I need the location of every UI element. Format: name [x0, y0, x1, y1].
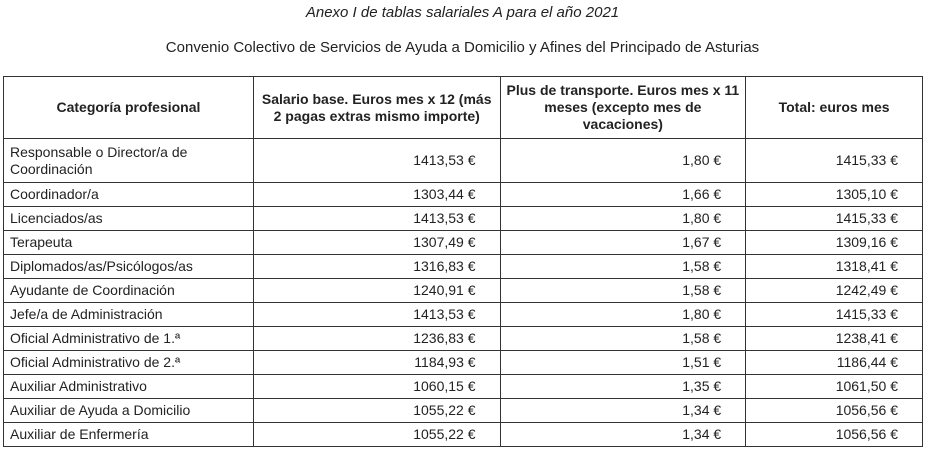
cell-total: 1318,41 € [745, 254, 923, 279]
cell-total: 1242,49 € [745, 278, 923, 303]
cell-category: Auxiliar de Enfermería [3, 422, 254, 447]
cell-transport: 1,58 € [499, 254, 747, 279]
table-row: Oficial Administrativo de 2.ª 1184,93 €1,… [3, 350, 923, 375]
cell-transport: 1,67 € [499, 230, 747, 255]
cell-base-salary: 1307,49 € [252, 230, 501, 255]
cell-total: 1186,44 € [745, 350, 923, 375]
cell-base-salary: 1055,22 € [252, 398, 501, 423]
table-row: Coordinador/a 1303,44 €1,66 €1305,10 € [3, 182, 923, 207]
cell-category: Ayudante de Coordinación [3, 278, 254, 303]
cell-base-salary: 1184,93 € [252, 350, 501, 375]
cell-total: 1061,50 € [745, 374, 923, 399]
cell-category: Licenciados/as [3, 206, 254, 231]
cell-category: Oficial Administrativo de 1.ª [3, 326, 254, 351]
header-row: Categoría profesional Salario base. Euro… [3, 76, 923, 139]
cell-base-salary: 1060,15 € [252, 374, 501, 399]
cell-category: Coordinador/a [3, 182, 254, 207]
header-base-salary: Salario base. Euros mes x 12 (más 2 paga… [252, 76, 501, 139]
cell-transport: 1,34 € [499, 398, 747, 423]
cell-base-salary: 1236,83 € [252, 326, 501, 351]
cell-category: Oficial Administrativo de 2.ª [3, 350, 254, 375]
cell-category: Terapeuta [3, 230, 254, 255]
cell-total: 1415,33 € [745, 302, 923, 327]
cell-transport: 1,34 € [499, 422, 747, 447]
cell-base-salary: 1316,83 € [252, 254, 501, 279]
cell-total: 1238,41 € [745, 326, 923, 351]
cell-transport: 1,66 € [499, 182, 747, 207]
cell-base-salary: 1413,53 € [252, 206, 501, 231]
cell-category: Auxiliar de Ayuda a Domicilio [3, 398, 254, 423]
cell-total: 1056,56 € [745, 398, 923, 423]
cell-base-salary: 1413,53 € [252, 302, 501, 327]
table-row: Diplomados/as/Psicólogos/as 1316,83 €1,58… [3, 254, 923, 279]
cell-transport: 1,51 € [499, 350, 747, 375]
cell-total: 1415,33 € [745, 138, 923, 183]
header-category: Categoría profesional [3, 76, 254, 139]
table-row: Jefe/a de Administración 1413,53 €1,80 €1… [3, 302, 923, 327]
cell-transport: 1,80 € [499, 302, 747, 327]
table-row: Ayudante de Coordinación 1240,91 €1,58 €1… [3, 278, 923, 303]
cell-category: Diplomados/as/Psicólogos/as [3, 254, 254, 279]
cell-transport: 1,35 € [499, 374, 747, 399]
cell-total: 1309,16 € [745, 230, 923, 255]
table-row: Auxiliar de Ayuda a Domicilio 1055,22 €1,… [3, 398, 923, 423]
table-row: Terapeuta 1307,49 €1,67 €1309,16 € [3, 230, 923, 255]
document-subtitle: Convenio Colectivo de Servicios de Ayuda… [165, 39, 760, 56]
header-total: Total: euros mes [745, 76, 923, 139]
table-row: Oficial Administrativo de 1.ª 1236,83 €1,… [3, 326, 923, 351]
cell-category: Responsable o Director/a de Coordinación [3, 138, 254, 183]
cell-total: 1415,33 € [745, 206, 923, 231]
cell-transport: 1,58 € [499, 278, 747, 303]
table-row: Auxiliar de Enfermería 1055,22 €1,34 €105… [3, 422, 923, 447]
cell-category: Auxiliar Administrativo [3, 374, 254, 399]
cell-transport: 1,80 € [499, 138, 747, 183]
document-title: Anexo I de tablas salariales A para el a… [305, 4, 620, 21]
cell-total: 1056,56 € [745, 422, 923, 447]
cell-base-salary: 1303,44 € [252, 182, 501, 207]
cell-base-salary: 1413,53 € [252, 138, 501, 183]
cell-total: 1305,10 € [745, 182, 923, 207]
cell-transport: 1,58 € [499, 326, 747, 351]
header-transport: Plus de transporte. Euros mes x 11 meses… [499, 76, 747, 139]
table-row: Responsable o Director/a de Coordinación… [3, 138, 923, 183]
salary-table: Categoría profesional Salario base. Euro… [3, 76, 923, 447]
table-row: Auxiliar Administrativo 1060,15 €1,35 €10… [3, 374, 923, 399]
cell-category: Jefe/a de Administración [3, 302, 254, 327]
cell-base-salary: 1055,22 € [252, 422, 501, 447]
table-row: Licenciados/as 1413,53 €1,80 €1415,33 € [3, 206, 923, 231]
cell-transport: 1,80 € [499, 206, 747, 231]
cell-base-salary: 1240,91 € [252, 278, 501, 303]
